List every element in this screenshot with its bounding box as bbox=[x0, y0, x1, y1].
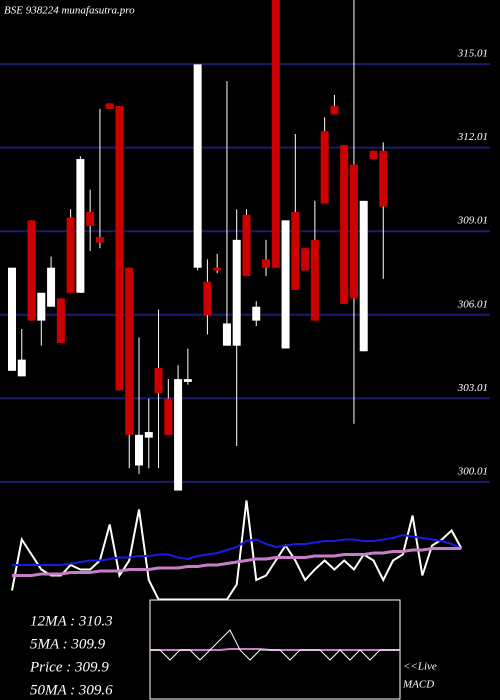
candle-body bbox=[115, 106, 124, 391]
candle-body bbox=[310, 239, 319, 321]
macd-label: MACD bbox=[402, 679, 434, 691]
y-tick-label: 312.01 bbox=[457, 131, 488, 143]
stat-label: Price : 309.9 bbox=[29, 659, 109, 675]
candle-body bbox=[213, 267, 222, 271]
candle-body bbox=[359, 200, 368, 352]
candle-body bbox=[37, 292, 46, 321]
candle-body bbox=[66, 217, 75, 293]
indicator-line bbox=[11, 500, 463, 601]
candle-body bbox=[262, 259, 271, 268]
candle-body bbox=[271, 0, 280, 268]
y-tick-label: 300.01 bbox=[457, 465, 488, 477]
candle-body bbox=[135, 434, 144, 466]
candle-body bbox=[164, 398, 173, 435]
indicator-line bbox=[12, 547, 462, 577]
chart-title: BSE 938224 munafasutra.pro bbox=[4, 5, 135, 17]
candle-body bbox=[27, 220, 36, 321]
candle-body bbox=[281, 220, 290, 349]
candle-body bbox=[349, 164, 358, 299]
candle-body bbox=[193, 64, 202, 268]
candle-body bbox=[320, 131, 329, 204]
stat-label: 5MA : 309.9 bbox=[30, 636, 106, 652]
y-tick-label: 303.01 bbox=[457, 382, 488, 394]
candle-body bbox=[8, 267, 16, 371]
candle-body bbox=[203, 281, 212, 316]
macd-label: <<Live bbox=[403, 661, 437, 673]
candle-body bbox=[379, 150, 388, 207]
candle-body bbox=[183, 379, 192, 382]
candle-body bbox=[252, 306, 261, 321]
candle-body bbox=[86, 211, 95, 226]
candle-body bbox=[369, 150, 378, 160]
candle-body bbox=[76, 159, 85, 293]
stat-label: 50MA : 309.6 bbox=[30, 682, 113, 698]
candle-body bbox=[105, 103, 114, 109]
candle-body bbox=[125, 267, 134, 435]
y-tick-label: 309.01 bbox=[457, 215, 488, 227]
candle-body bbox=[242, 214, 251, 277]
candle-body bbox=[154, 367, 163, 394]
candle-body bbox=[17, 359, 26, 377]
y-tick-label: 315.01 bbox=[457, 48, 488, 60]
candle-body bbox=[291, 211, 300, 290]
y-tick-label: 306.01 bbox=[457, 298, 488, 310]
candle-body bbox=[232, 239, 241, 346]
indicator-line bbox=[12, 533, 462, 566]
macd-line bbox=[150, 629, 400, 661]
candle-body bbox=[174, 379, 183, 491]
candle-body bbox=[56, 298, 65, 343]
candle-body bbox=[222, 323, 231, 346]
candle-body bbox=[144, 432, 153, 438]
candle-body bbox=[95, 237, 104, 243]
candle-body bbox=[340, 145, 349, 304]
candle-body bbox=[47, 267, 56, 307]
candle-body bbox=[301, 248, 310, 271]
candle-body bbox=[330, 106, 339, 115]
stat-label: 12MA : 310.3 bbox=[30, 613, 113, 629]
